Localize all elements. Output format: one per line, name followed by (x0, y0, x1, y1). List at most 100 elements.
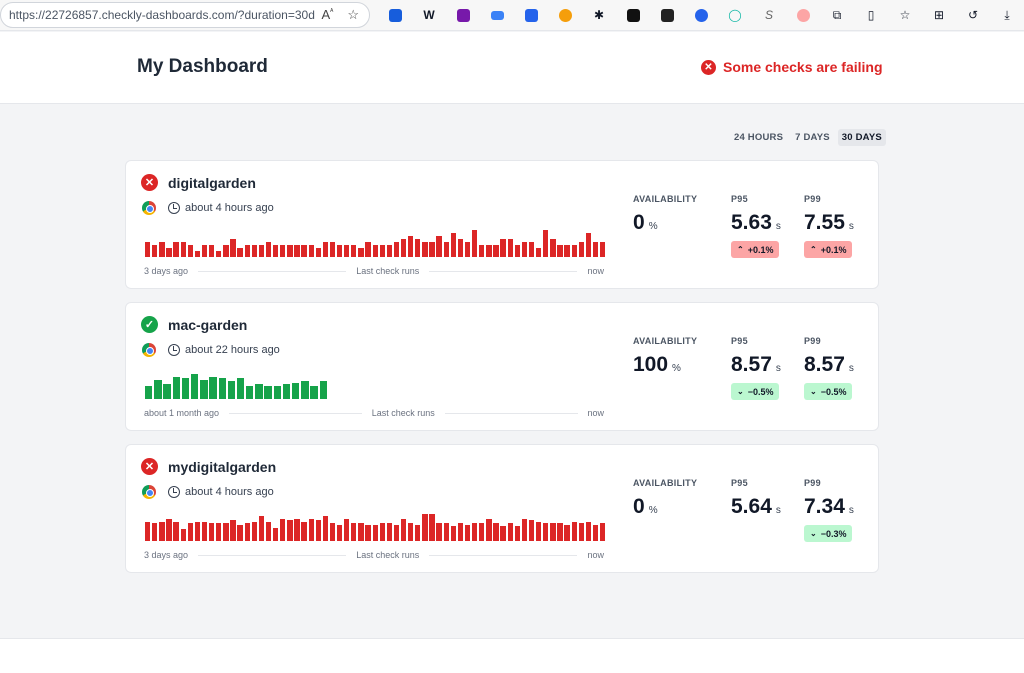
check-run-bar[interactable] (536, 248, 542, 257)
check-card[interactable]: ✕ mydigitalgarden about 4 hours ago 3 da… (125, 444, 879, 573)
check-run-bar[interactable] (172, 376, 180, 399)
check-run-bar[interactable] (180, 529, 186, 541)
check-run-bar[interactable] (408, 236, 414, 257)
check-run-bar[interactable] (272, 245, 279, 257)
check-run-bar[interactable] (351, 245, 357, 257)
check-run-bar[interactable] (600, 523, 606, 541)
check-run-bar[interactable] (244, 523, 250, 541)
check-run-bar[interactable] (415, 524, 421, 541)
read-aloud-icon[interactable]: Aᴬ (321, 7, 334, 22)
check-run-bar[interactable] (358, 523, 364, 541)
tab-7-days[interactable]: 7 DAYS (795, 132, 830, 143)
check-run-bar[interactable] (578, 242, 584, 257)
check-run-bar[interactable] (190, 373, 199, 399)
extension-terminal-icon[interactable] (616, 5, 650, 25)
check-run-bar[interactable] (521, 242, 528, 257)
split-screen-icon[interactable]: ▯ (867, 8, 875, 22)
check-run-bar[interactable] (230, 239, 236, 257)
check-run-bar[interactable] (218, 378, 226, 399)
check-run-bar[interactable] (436, 523, 442, 541)
check-run-bar[interactable] (472, 523, 478, 541)
check-run-bar[interactable] (187, 245, 193, 257)
check-run-bar[interactable] (201, 245, 208, 257)
check-run-bar[interactable] (181, 378, 190, 399)
check-run-bar[interactable] (194, 251, 201, 257)
check-run-bar[interactable] (223, 245, 229, 257)
check-run-bar[interactable] (500, 239, 506, 257)
check-run-bar[interactable] (344, 245, 350, 257)
extensions-puzzle-icon[interactable]: ⧉ (832, 7, 842, 22)
check-run-bar[interactable] (251, 245, 257, 257)
check-run-bar[interactable] (315, 248, 321, 257)
check-run-bar[interactable] (550, 523, 556, 541)
check-run-bar[interactable] (379, 523, 385, 541)
check-run-bar[interactable] (301, 245, 307, 257)
check-run-bar[interactable] (443, 523, 449, 541)
check-run-bar[interactable] (585, 521, 592, 541)
check-name[interactable]: mydigitalgarden (168, 459, 277, 475)
check-run-bar[interactable] (258, 515, 265, 541)
check-run-bar[interactable] (145, 521, 151, 541)
check-run-bar[interactable] (379, 245, 385, 257)
check-name[interactable]: mac-garden (168, 317, 248, 333)
check-run-bar[interactable] (301, 381, 309, 399)
check-run-bar[interactable] (571, 521, 577, 541)
check-run-bar[interactable] (223, 523, 229, 541)
check-run-bar[interactable] (472, 230, 478, 257)
check-run-bar[interactable] (265, 521, 272, 541)
favorites-icon[interactable]: ☆ (899, 8, 911, 22)
check-run-bar[interactable] (294, 518, 300, 541)
check-run-bar[interactable] (436, 236, 442, 257)
check-run-bar[interactable] (227, 381, 236, 399)
check-run-bar[interactable] (272, 527, 279, 541)
check-run-bar[interactable] (194, 521, 201, 541)
check-run-bar[interactable] (180, 242, 186, 257)
check-run-bar[interactable] (571, 245, 577, 257)
check-run-bar[interactable] (550, 239, 556, 257)
check-run-bar[interactable] (308, 245, 314, 257)
check-run-bar[interactable] (557, 523, 563, 541)
check-run-bar[interactable] (336, 524, 343, 541)
extension-onenote-icon[interactable] (446, 5, 480, 25)
check-run-bar[interactable] (237, 524, 243, 541)
check-run-bar[interactable] (514, 526, 520, 541)
check-run-bar[interactable] (521, 518, 528, 541)
check-run-bar[interactable] (422, 242, 428, 257)
extension-ring-icon[interactable]: ◯ (728, 8, 742, 22)
check-run-bar[interactable] (280, 245, 286, 257)
check-run-bar[interactable] (592, 242, 599, 257)
check-run-bar[interactable] (244, 245, 250, 257)
check-name[interactable]: digitalgarden (168, 175, 256, 191)
extension-bitwarden-icon[interactable] (378, 5, 412, 25)
check-run-bar[interactable] (479, 523, 485, 541)
check-run-bar[interactable] (200, 379, 208, 399)
check-run-bar[interactable] (287, 245, 293, 257)
extension-gear-icon[interactable]: ✱ (593, 8, 605, 22)
check-run-bar[interactable] (159, 242, 165, 257)
check-run-bar[interactable] (415, 239, 421, 257)
check-run-bar[interactable] (201, 521, 208, 541)
check-run-bar[interactable] (443, 242, 449, 257)
check-run-bar[interactable] (507, 523, 513, 541)
check-run-bar[interactable] (386, 523, 393, 541)
check-run-bar[interactable] (386, 245, 393, 257)
check-run-bar[interactable] (457, 239, 464, 257)
check-card[interactable]: ✕ digitalgarden about 4 hours ago 3 days… (125, 160, 879, 289)
check-run-bar[interactable] (578, 523, 584, 541)
check-run-bar[interactable] (600, 242, 606, 257)
check-run-bar[interactable] (322, 242, 329, 257)
check-run-bar[interactable] (216, 251, 222, 257)
extension-dark-icon[interactable] (650, 5, 684, 25)
check-run-bar[interactable] (287, 520, 293, 541)
check-card[interactable]: ✓ mac-garden about 22 hours ago about 1 … (125, 302, 879, 431)
check-run-bar[interactable] (294, 245, 300, 257)
check-run-bar[interactable] (486, 518, 492, 541)
check-run-bar[interactable] (493, 523, 499, 541)
check-run-bar[interactable] (163, 384, 171, 399)
check-run-bar[interactable] (255, 384, 263, 399)
check-run-bar[interactable] (422, 514, 428, 541)
check-run-bar[interactable] (319, 381, 327, 399)
check-run-bar[interactable] (344, 518, 350, 541)
check-run-bar[interactable] (280, 518, 286, 541)
extension-camera-icon[interactable] (514, 5, 548, 25)
